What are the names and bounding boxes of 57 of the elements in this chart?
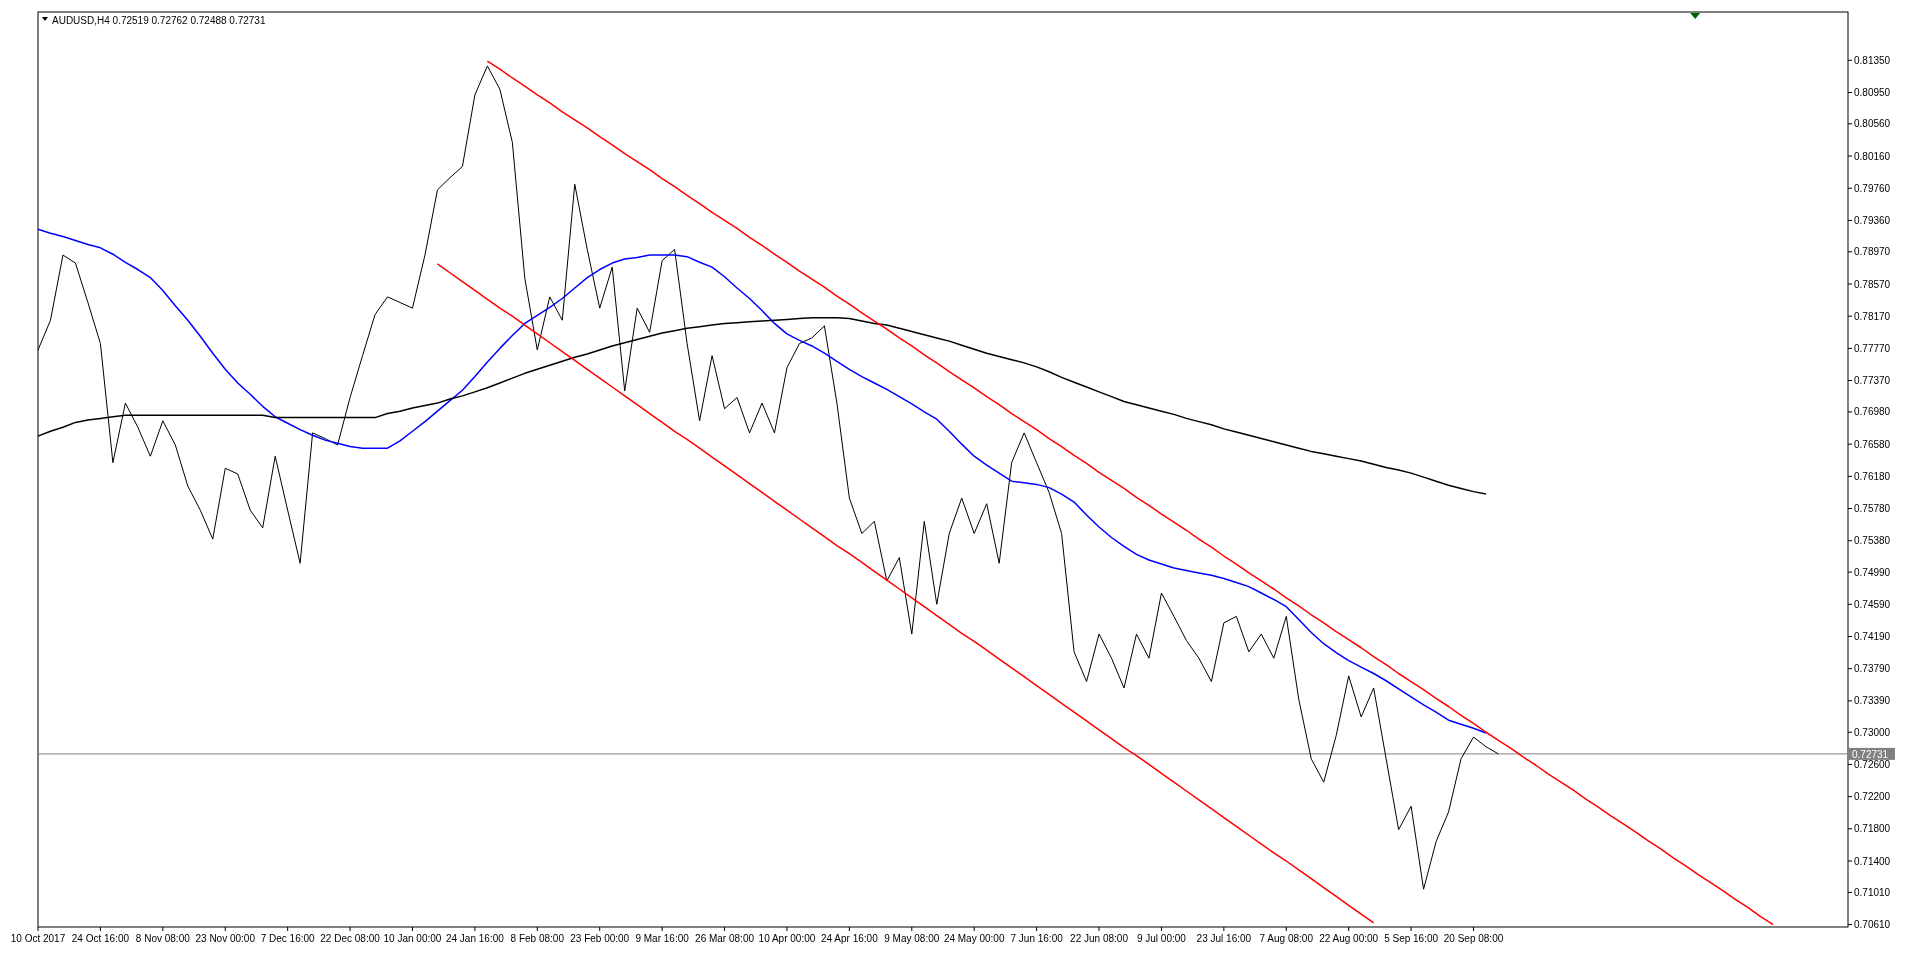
y-tick-label: 0.75780 <box>1854 503 1891 515</box>
x-tick-label: 10 Apr 00:00 <box>758 933 816 944</box>
x-tick-label: 22 Jun 08:00 <box>1070 933 1129 944</box>
chart-title: AUDUSD,H4 0.72519 0.72762 0.72488 0.72731 <box>52 15 266 26</box>
y-tick-label: 0.72200 <box>1854 791 1891 803</box>
x-tick-label: 8 Nov 08:00 <box>135 933 191 944</box>
y-tick-label: 0.70610 <box>1854 919 1891 931</box>
line-series <box>37 228 1487 734</box>
x-tick-label: 26 Mar 08:00 <box>695 933 755 944</box>
x-tick-label: 9 May 08:00 <box>884 933 940 944</box>
y-tick-label: 0.81350 <box>1854 54 1891 66</box>
x-tick-label: 10 Jan 00:00 <box>383 933 442 944</box>
x-tick-label: 23 Nov 00:00 <box>195 933 256 944</box>
x-tick-label: 20 Sep 08:00 <box>1443 933 1504 944</box>
x-tick-label: 23 Jul 16:00 <box>1196 933 1252 944</box>
x-tick-label: 24 Apr 16:00 <box>821 933 879 944</box>
y-tick-label: 0.75380 <box>1854 535 1891 547</box>
y-tick-label: 0.77770 <box>1854 342 1891 354</box>
y-tick-label: 0.78970 <box>1854 246 1891 258</box>
y-tick-label: 0.78170 <box>1854 310 1891 322</box>
y-tick-label: 0.74190 <box>1854 630 1891 642</box>
x-tick-label: 23 Feb 00:00 <box>570 933 630 944</box>
y-tick-label: 0.74990 <box>1854 566 1891 578</box>
y-tick-label: 0.76980 <box>1854 406 1891 418</box>
y-tick-label: 0.71010 <box>1854 886 1891 898</box>
y-tick-label: 0.73790 <box>1854 663 1891 675</box>
line-series <box>436 263 1375 924</box>
y-tick-label: 0.79760 <box>1854 182 1891 194</box>
y-tick-label: 0.72600 <box>1854 758 1891 770</box>
y-tick-label: 0.77370 <box>1854 375 1891 387</box>
y-tick-label: 0.71400 <box>1854 855 1891 867</box>
x-tick-label: 22 Dec 08:00 <box>320 933 381 944</box>
y-tick-label: 0.73390 <box>1854 695 1891 707</box>
y-tick-label: 0.71800 <box>1854 823 1891 835</box>
y-tick-label: 0.76580 <box>1854 438 1891 450</box>
x-tick-label: 9 Mar 16:00 <box>635 933 690 944</box>
line-series <box>486 60 1774 926</box>
x-tick-label: 22 Aug 00:00 <box>1319 933 1379 944</box>
x-tick-label: 5 Sep 16:00 <box>1384 933 1439 944</box>
x-tick-label: 24 Jan 16:00 <box>445 933 505 944</box>
y-tick-label: 0.80160 <box>1854 150 1891 162</box>
y-tick-label: 0.79360 <box>1854 214 1891 226</box>
x-tick-label: 7 Jun 16:00 <box>1010 933 1064 944</box>
y-tick-label: 0.74590 <box>1854 598 1891 610</box>
x-tick-label: 10 Oct 2017 <box>10 933 66 944</box>
x-tick-label: 7 Dec 16:00 <box>260 933 316 944</box>
x-tick-label: 7 Aug 08:00 <box>1259 933 1314 944</box>
x-tick-label: 9 Jul 00:00 <box>1136 933 1187 944</box>
y-tick-label: 0.73000 <box>1854 726 1891 738</box>
ref-line-label: 0.72731 <box>1852 748 1889 760</box>
y-tick-label: 0.80560 <box>1854 118 1891 130</box>
x-tick-label: 24 Oct 16:00 <box>71 933 130 944</box>
y-tick-label: 0.76180 <box>1854 470 1891 482</box>
x-tick-label: 24 May 00:00 <box>943 933 1005 944</box>
x-tick-label: 8 Feb 08:00 <box>510 933 565 944</box>
y-tick-label: 0.78570 <box>1854 278 1891 290</box>
y-tick-label: 0.80950 <box>1854 86 1891 98</box>
